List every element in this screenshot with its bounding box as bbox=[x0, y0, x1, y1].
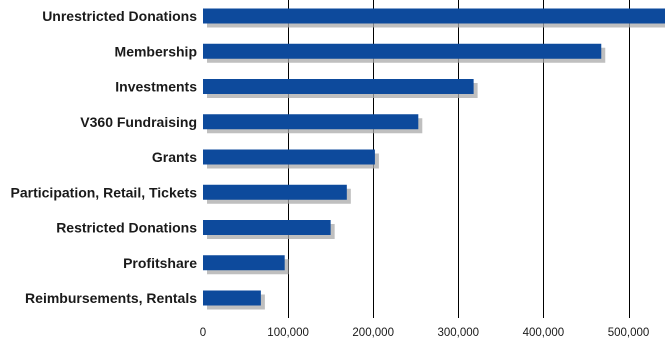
bar-2 bbox=[203, 79, 474, 94]
category-label: Participation, Retail, Tickets bbox=[11, 184, 198, 200]
category-label: V360 Fundraising bbox=[80, 114, 197, 130]
category-label: Reimbursements, Rentals bbox=[25, 290, 197, 306]
x-tick-label: 0 bbox=[200, 327, 206, 339]
category-label: Unrestricted Donations bbox=[42, 8, 197, 24]
bars bbox=[203, 8, 665, 306]
category-labels: Unrestricted Donations Membership Investme… bbox=[11, 8, 198, 306]
x-tick-label: 300,000 bbox=[438, 327, 480, 339]
bar-6 bbox=[203, 220, 331, 235]
x-tick-label: 400,000 bbox=[523, 327, 565, 339]
category-label: Investments bbox=[115, 79, 197, 95]
x-tick-label: 500,000 bbox=[608, 327, 650, 339]
bar-5 bbox=[203, 184, 347, 200]
bar-0 bbox=[203, 8, 665, 24]
bar-4 bbox=[203, 149, 375, 165]
bar-3 bbox=[203, 114, 419, 130]
category-label: Restricted Donations bbox=[56, 220, 197, 236]
x-axis-tick-labels: 0 100,000 200,000 300,000 400,000 500,000 bbox=[200, 327, 649, 339]
x-tick-label: 200,000 bbox=[352, 327, 394, 339]
category-label: Membership bbox=[115, 43, 197, 59]
bar-7 bbox=[203, 255, 285, 271]
x-tick-label: 100,000 bbox=[267, 327, 309, 339]
category-label: Grants bbox=[152, 149, 197, 165]
bar-1 bbox=[203, 43, 602, 59]
bar-8 bbox=[203, 290, 261, 306]
category-label: Profitshare bbox=[123, 255, 197, 271]
